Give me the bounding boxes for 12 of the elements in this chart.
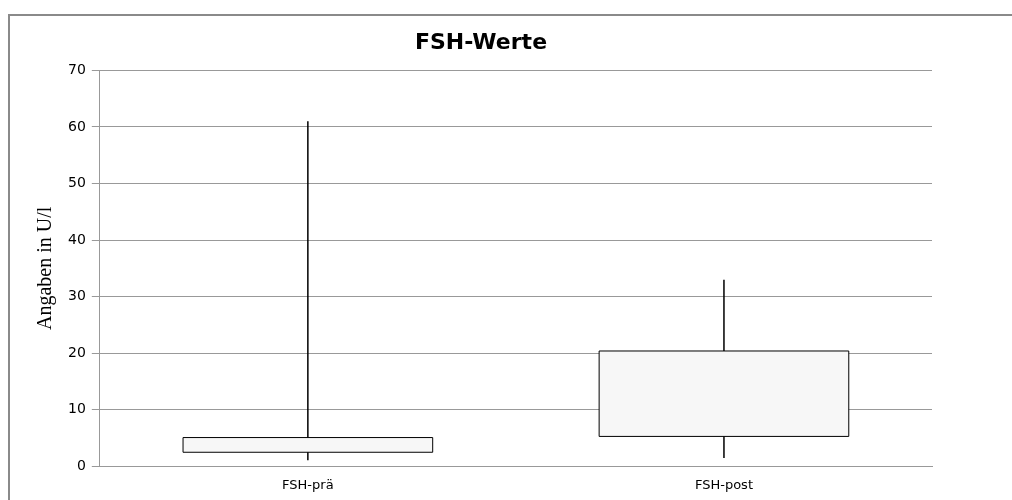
y-tick-label: 10 — [67, 400, 86, 417]
chart-title: FSH-Werte — [414, 28, 548, 54]
x-tick-label: FSH-post — [694, 476, 753, 492]
y-tick-label: 50 — [67, 174, 86, 191]
y-axis-title: Angaben in U/l — [33, 206, 57, 331]
x-tick-label: FSH-prä — [282, 476, 334, 492]
y-tick-label: 0 — [76, 457, 86, 474]
y-tick-label: 20 — [67, 343, 86, 360]
y-tick-label: 40 — [67, 230, 86, 247]
y-tick-label: 30 — [67, 287, 86, 304]
y-tick-label: 60 — [67, 117, 86, 134]
y-tick-label: 70 — [67, 61, 86, 78]
